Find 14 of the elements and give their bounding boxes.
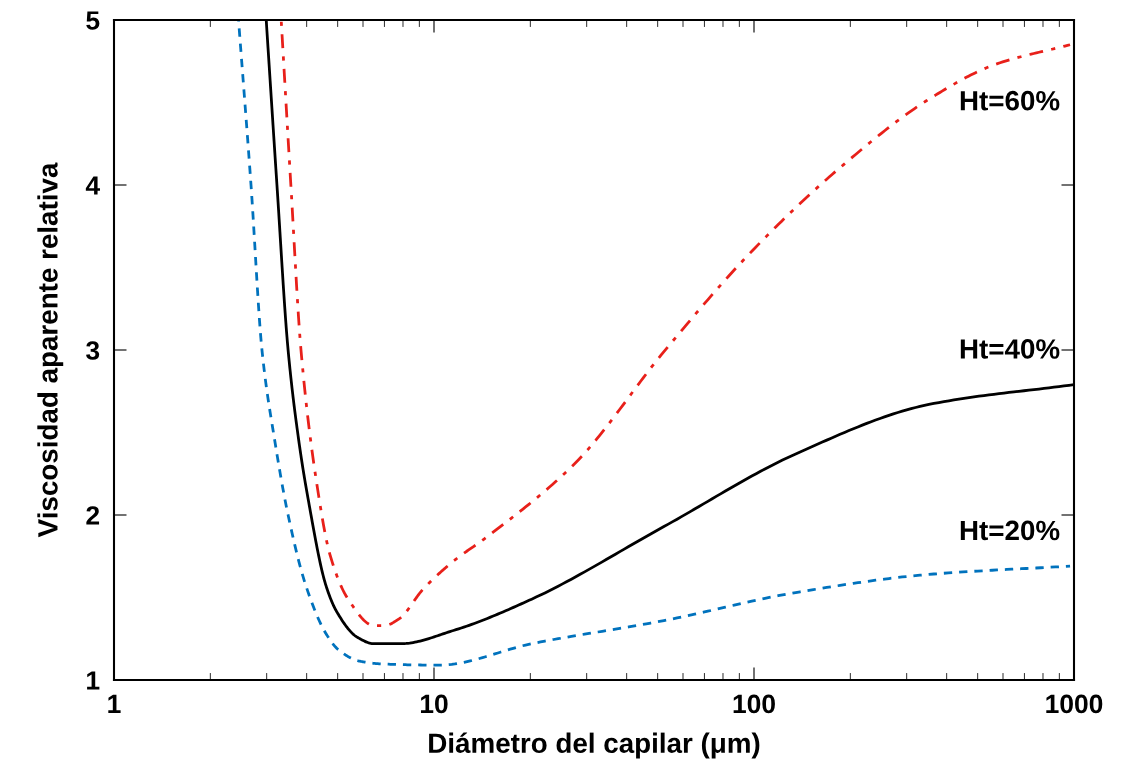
annotation: Ht=20% <box>960 520 1060 541</box>
x-tick-label: 10 <box>420 694 448 714</box>
x-tick-label: 1000 <box>1046 694 1103 714</box>
y-tick-label: 1 <box>87 671 100 690</box>
y-tick-label: 2 <box>86 506 100 525</box>
y-tick-label: 4 <box>85 176 100 195</box>
annotation: Ht=40% <box>960 339 1060 359</box>
annotation: Ht=60% <box>960 90 1060 111</box>
y-axis-title: Viscosidad aparente relativa <box>37 162 64 538</box>
x-axis-title: Diámetro del capilar (μm) <box>429 732 760 759</box>
x-tick-label: 1 <box>108 694 121 714</box>
y-tick-label: 3 <box>86 341 100 360</box>
y-tick-label: 5 <box>86 11 100 30</box>
x-tick-label: 100 <box>733 694 775 714</box>
